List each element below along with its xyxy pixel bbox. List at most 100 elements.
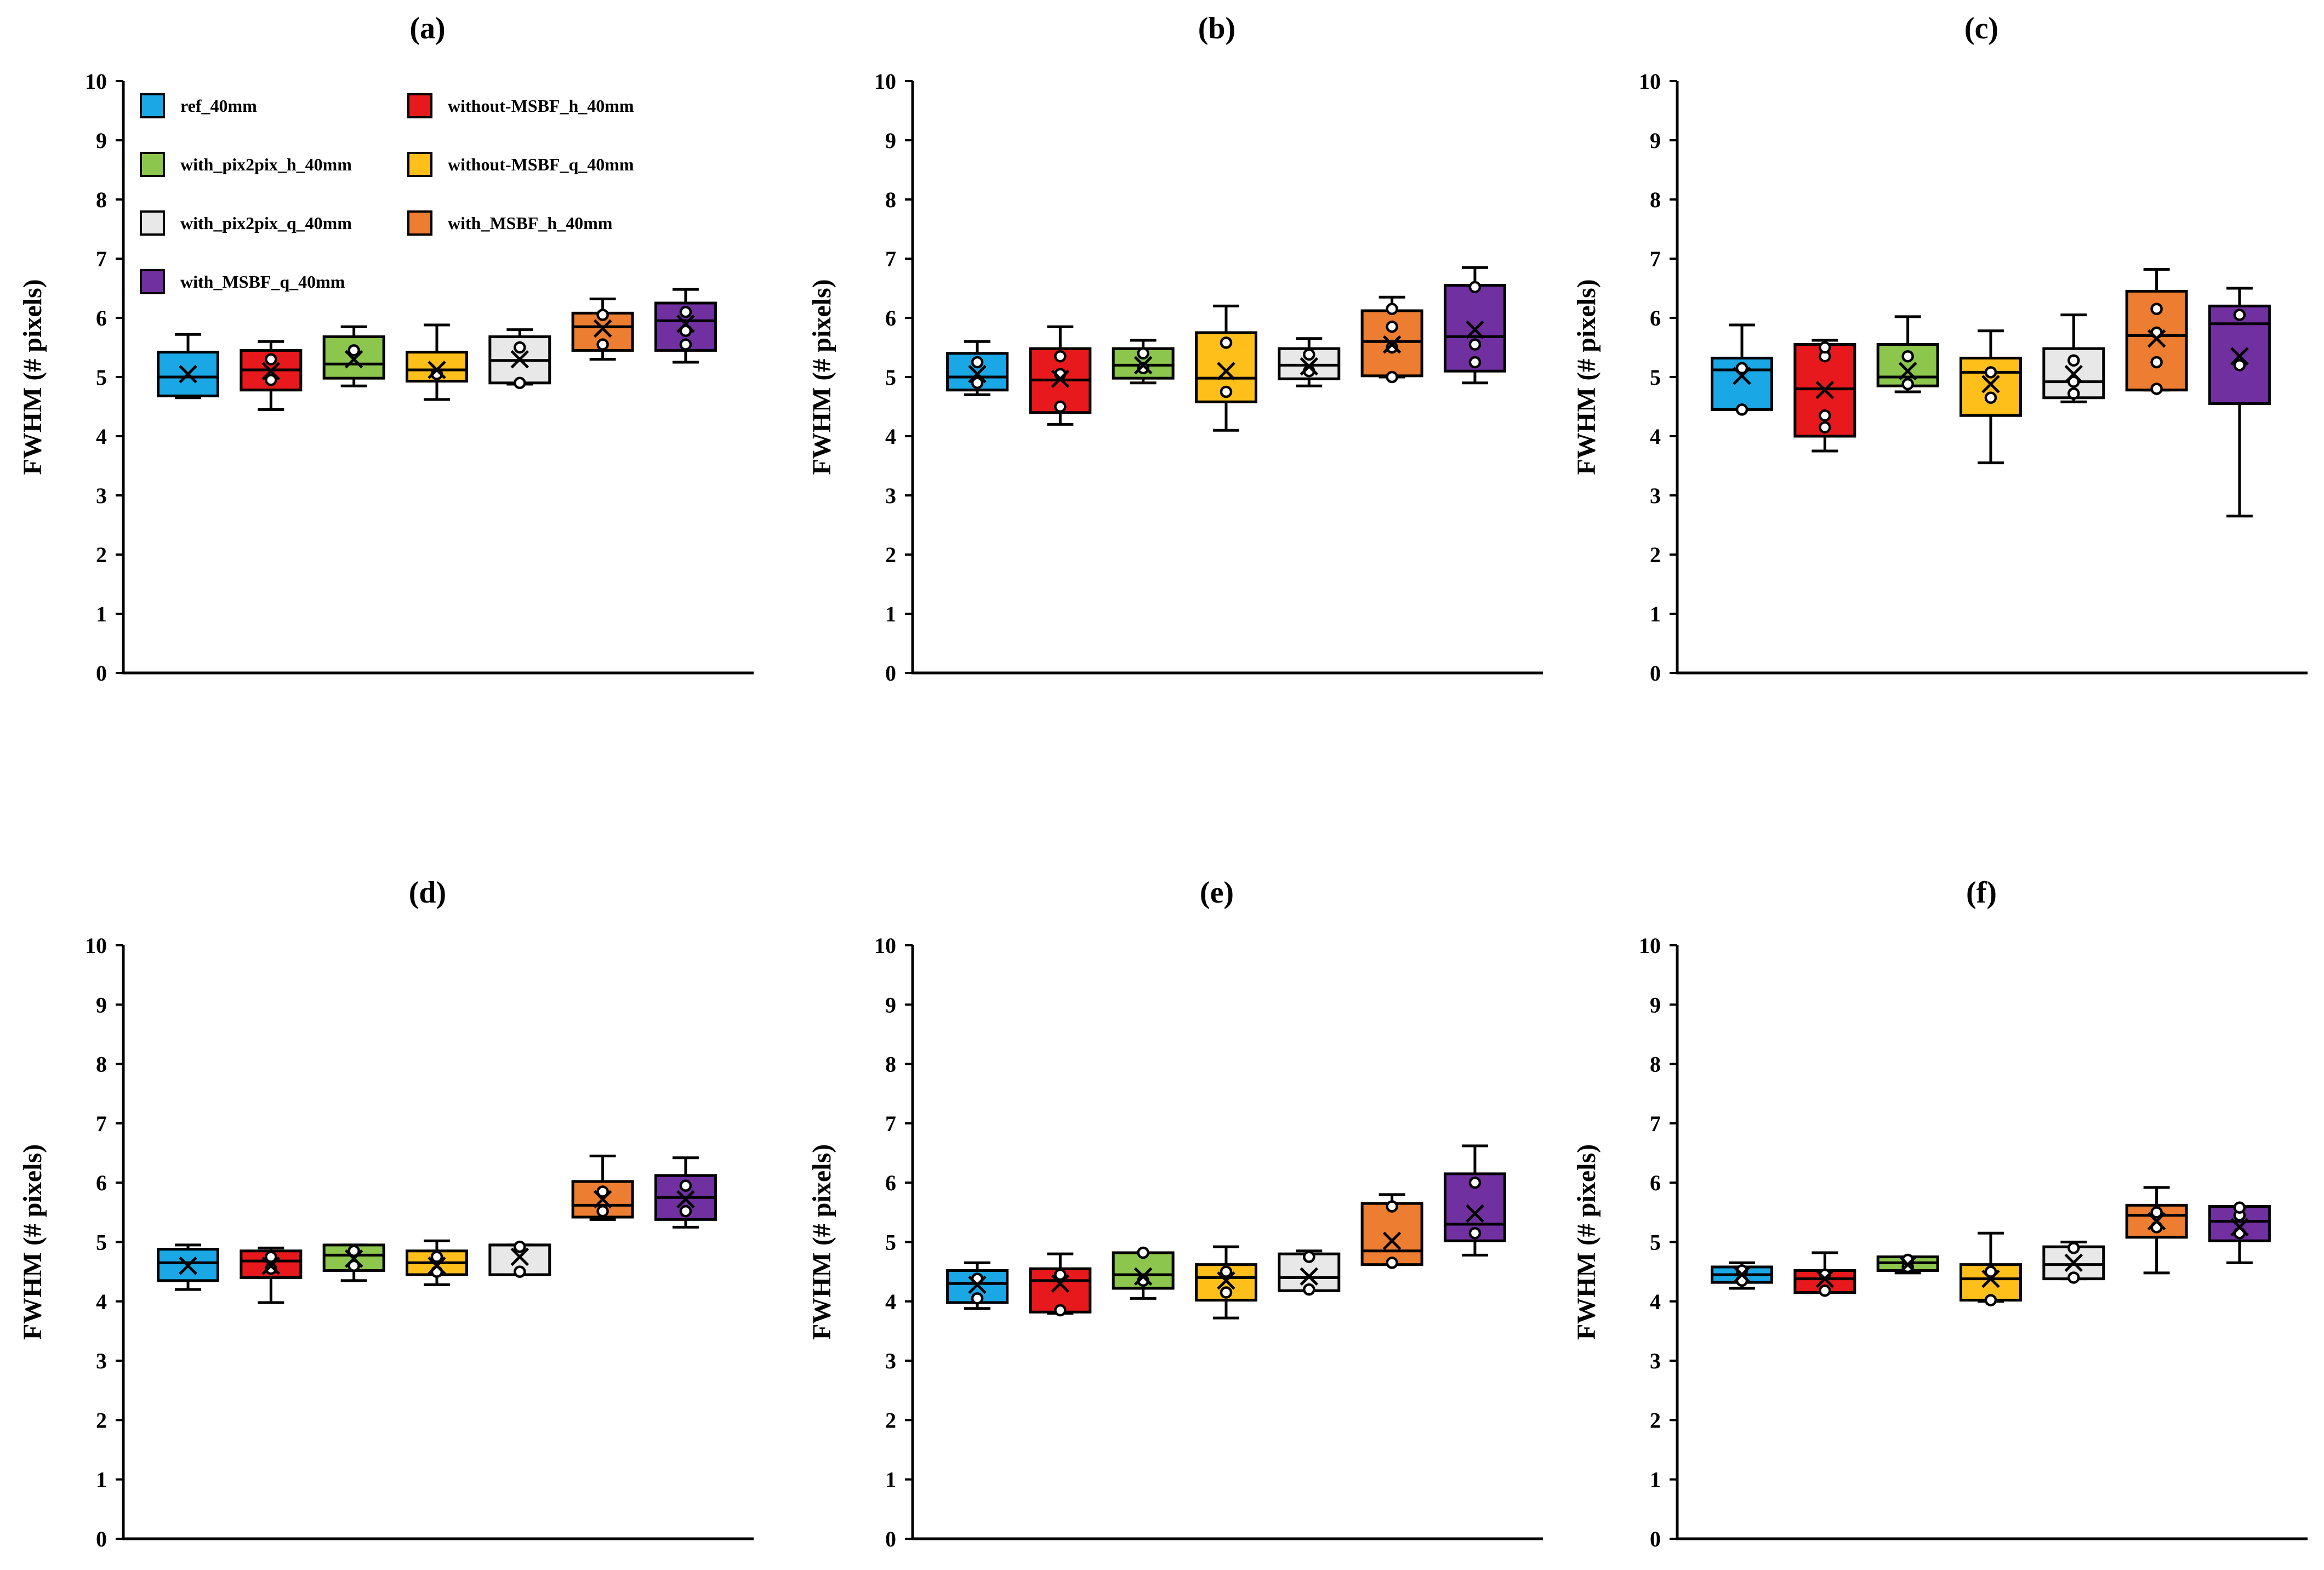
data-point bbox=[1220, 1286, 1233, 1299]
data-point bbox=[596, 338, 609, 351]
data-point bbox=[348, 1244, 360, 1257]
mean-marker bbox=[261, 1257, 281, 1275]
legend: ref_40mm without-MSBF_h_40mm with_pix2pix_… bbox=[140, 93, 634, 294]
panel-d: (d) FWHM (# pixels) 0 1 2 3 4 5 6 7 8 9 10 bbox=[18, 876, 754, 1551]
y-tick-label: 9 bbox=[1650, 128, 1661, 153]
box-with_pix2pix_h_40mm bbox=[1112, 1246, 1175, 1300]
mean-marker bbox=[2147, 1212, 2166, 1231]
mean-marker bbox=[1466, 320, 1484, 339]
y-tick-label: 5 bbox=[1650, 1230, 1661, 1255]
y-tick-label: 9 bbox=[96, 992, 107, 1017]
box-ref_40mm bbox=[157, 333, 220, 399]
data-point bbox=[1303, 1251, 1315, 1263]
data-point bbox=[679, 1179, 692, 1192]
mean-marker bbox=[510, 1247, 529, 1266]
legend-swatch bbox=[140, 152, 165, 177]
legend-item: with_MSBF_q_40mm bbox=[140, 269, 345, 294]
data-point bbox=[1735, 403, 1748, 416]
y-tick-label: 7 bbox=[885, 1111, 896, 1136]
data-point bbox=[2067, 375, 2080, 388]
legend-swatch bbox=[140, 210, 165, 236]
box-ref_40mm bbox=[157, 1243, 220, 1291]
y-axis-label: FWHM (# pixels) bbox=[18, 1144, 47, 1340]
data-point bbox=[2067, 1271, 2080, 1284]
data-point bbox=[1468, 356, 1482, 369]
data-point bbox=[430, 1251, 443, 1263]
data-point bbox=[1054, 350, 1067, 363]
data-point bbox=[1137, 362, 1149, 375]
y-tick-label: 3 bbox=[96, 1349, 107, 1373]
y-tick-label: 0 bbox=[96, 1527, 107, 1551]
data-point bbox=[2150, 302, 2163, 316]
box-with_MSBF_q_40mm bbox=[654, 288, 717, 364]
data-point bbox=[1386, 341, 1398, 354]
panel-e: (e) FWHM (# pixels) 0 1 2 3 4 5 6 7 8 9 10 bbox=[807, 876, 1543, 1551]
y-tick-label: 2 bbox=[885, 1408, 896, 1432]
y-tick-label: 7 bbox=[1650, 247, 1661, 271]
data-point bbox=[1819, 409, 1831, 422]
data-point bbox=[265, 353, 277, 366]
data-point bbox=[1386, 1200, 1398, 1213]
mean-marker bbox=[1300, 357, 1319, 376]
mean-marker bbox=[1382, 1231, 1402, 1251]
legend-label: with_MSBF_q_40mm bbox=[180, 272, 345, 292]
y-tick-label: 0 bbox=[885, 661, 896, 686]
y-tick-label: 6 bbox=[96, 1171, 107, 1195]
box-without-MSBF_q_40mm bbox=[1960, 1231, 2022, 1306]
data-point bbox=[1137, 347, 1149, 360]
y-tick-label: 1 bbox=[96, 1468, 107, 1492]
y-axis-label: FWHM (# pixels) bbox=[807, 279, 836, 475]
mean-marker bbox=[2230, 347, 2249, 366]
y-tick-label: 1 bbox=[1650, 1468, 1661, 1492]
panel-title: (f) bbox=[1966, 876, 1997, 910]
y-axis-label: FWHM (# pixels) bbox=[18, 279, 47, 475]
mean-marker bbox=[510, 350, 529, 369]
data-point bbox=[2150, 356, 2163, 369]
mean-marker bbox=[593, 1190, 612, 1209]
data-point bbox=[1054, 400, 1067, 413]
data-point bbox=[679, 305, 692, 318]
legend-swatch bbox=[140, 269, 165, 294]
data-point bbox=[1386, 370, 1398, 384]
data-point bbox=[1386, 302, 1398, 316]
legend-label: with_MSBF_h_40mm bbox=[448, 213, 613, 233]
data-point bbox=[1468, 1227, 1482, 1240]
box-without-MSBF_q_40mm bbox=[1195, 1245, 1257, 1320]
panel-title: (c) bbox=[1964, 12, 1998, 45]
data-point bbox=[2150, 382, 2163, 395]
y-tick-label: 5 bbox=[96, 365, 107, 390]
panel-title: (d) bbox=[409, 876, 446, 910]
y-tick-label: 2 bbox=[1650, 543, 1661, 567]
y-tick-label: 5 bbox=[96, 1230, 107, 1255]
box-with_MSBF_h_40mm bbox=[571, 297, 634, 361]
y-tick-label: 1 bbox=[96, 602, 107, 626]
box-with_pix2pix_h_40mm bbox=[1876, 315, 1939, 393]
data-point bbox=[1220, 336, 1233, 349]
y-tick-label: 8 bbox=[1650, 187, 1661, 212]
mean-marker bbox=[1981, 1269, 2000, 1288]
box-with_pix2pix_h_40mm bbox=[1112, 339, 1175, 385]
mean-marker bbox=[676, 315, 695, 333]
box-body bbox=[1360, 1202, 1423, 1266]
y-tick-label: 4 bbox=[885, 424, 896, 449]
y-tick-label: 7 bbox=[96, 1111, 107, 1136]
mean-marker bbox=[1217, 362, 1235, 380]
data-point bbox=[679, 338, 692, 351]
panel-title: (a) bbox=[409, 12, 445, 45]
data-point bbox=[1054, 1304, 1067, 1317]
data-point bbox=[1220, 1265, 1233, 1278]
box-with_pix2pix_h_40mm bbox=[1876, 1253, 1939, 1275]
data-point bbox=[1901, 350, 1914, 363]
y-tick-label: 3 bbox=[885, 483, 896, 508]
data-point bbox=[1819, 341, 1831, 354]
data-point bbox=[1984, 391, 1997, 404]
panel-title: (b) bbox=[1198, 12, 1235, 45]
box-with_pix2pix_q_40mm bbox=[488, 328, 551, 390]
mean-marker bbox=[2147, 329, 2166, 348]
mean-marker bbox=[2064, 364, 2083, 384]
mean-marker bbox=[1051, 369, 1070, 389]
y-tick-label: 10 bbox=[874, 933, 896, 958]
panel-b: (b) FWHM (# pixels) 0 1 2 3 4 5 6 7 8 9 10 bbox=[807, 12, 1543, 686]
y-tick-label: 10 bbox=[85, 933, 107, 958]
box-with_MSBF_q_40mm bbox=[1443, 1144, 1506, 1257]
